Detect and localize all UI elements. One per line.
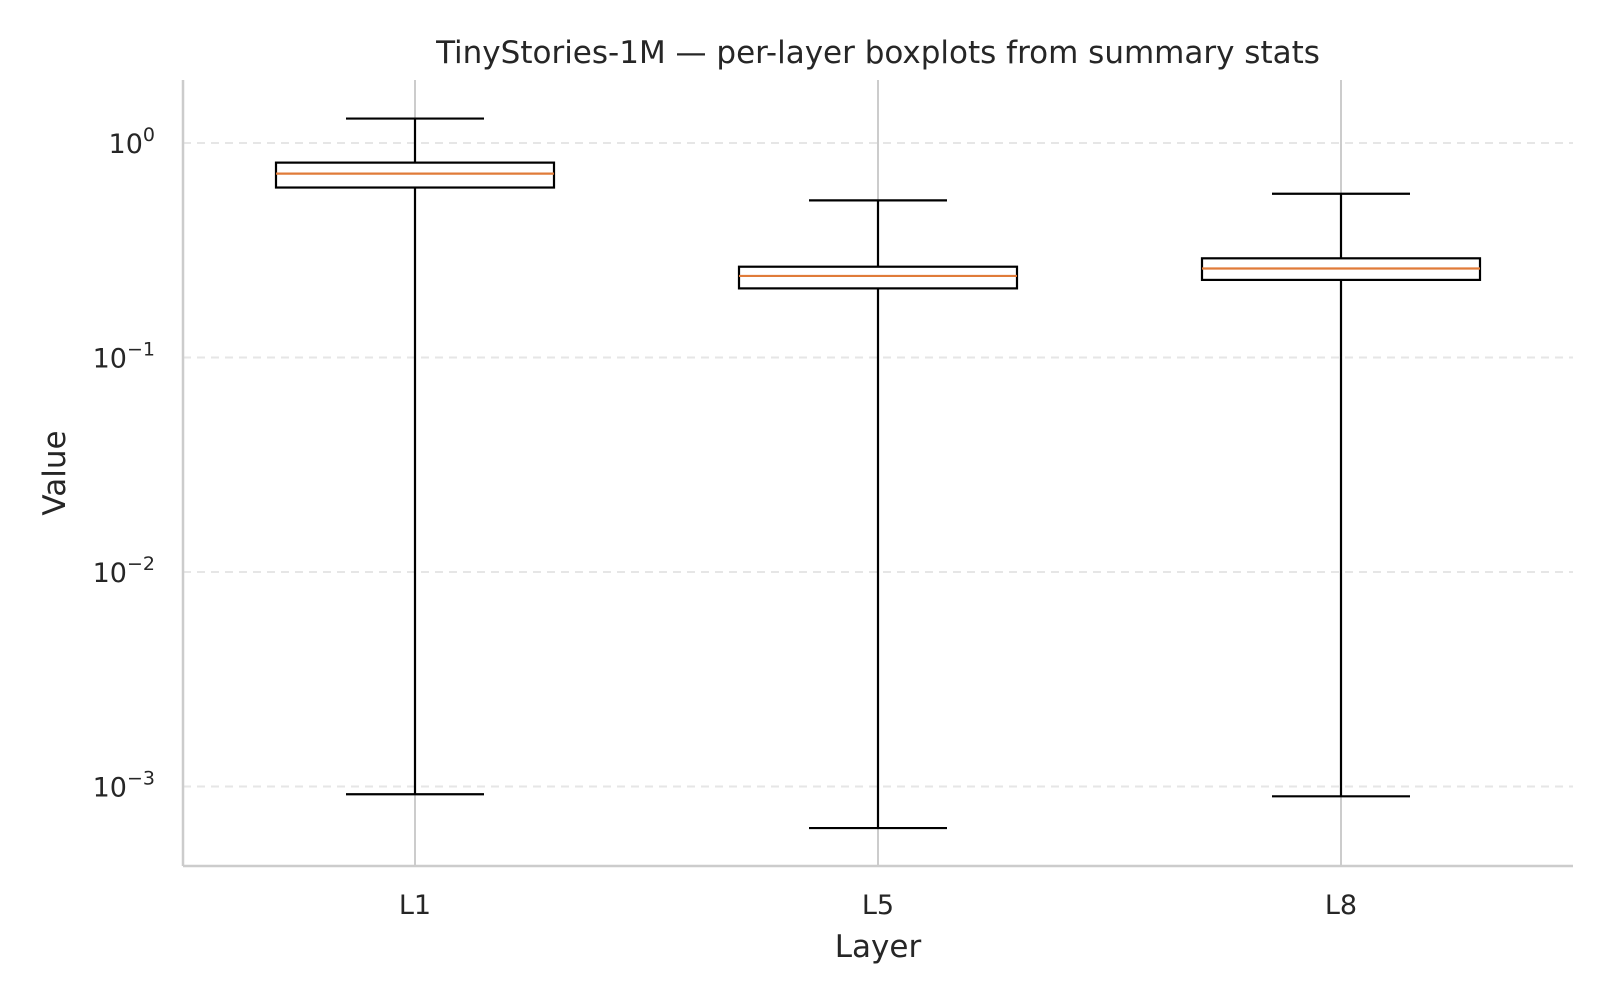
y-tick-label: 100 <box>109 124 155 160</box>
box-L1 <box>274 117 556 796</box>
box-L8 <box>1200 192 1482 798</box>
y-tick-label: 10−1 <box>93 339 155 375</box>
chart-title: TinyStories-1M — per-layer boxplots from… <box>435 35 1320 71</box>
x-tick-label: L5 <box>862 890 894 921</box>
y-axis-label: Value <box>37 430 73 515</box>
box-iqr <box>737 265 1019 290</box>
y-tick-label: 10−2 <box>93 553 155 589</box>
box-L5 <box>737 199 1019 830</box>
boxes <box>274 117 1482 830</box>
x-tick-label: L1 <box>399 890 431 921</box>
x-tick-label: L8 <box>1325 890 1357 921</box>
y-tick-label: 10−3 <box>93 768 155 804</box>
tick-labels: 10−3 10−2 10−1 100 L1 L5 L8 <box>93 124 1357 921</box>
box-iqr <box>274 161 556 189</box>
axes <box>181 80 1573 868</box>
x-axis-label: Layer <box>835 929 922 965</box>
